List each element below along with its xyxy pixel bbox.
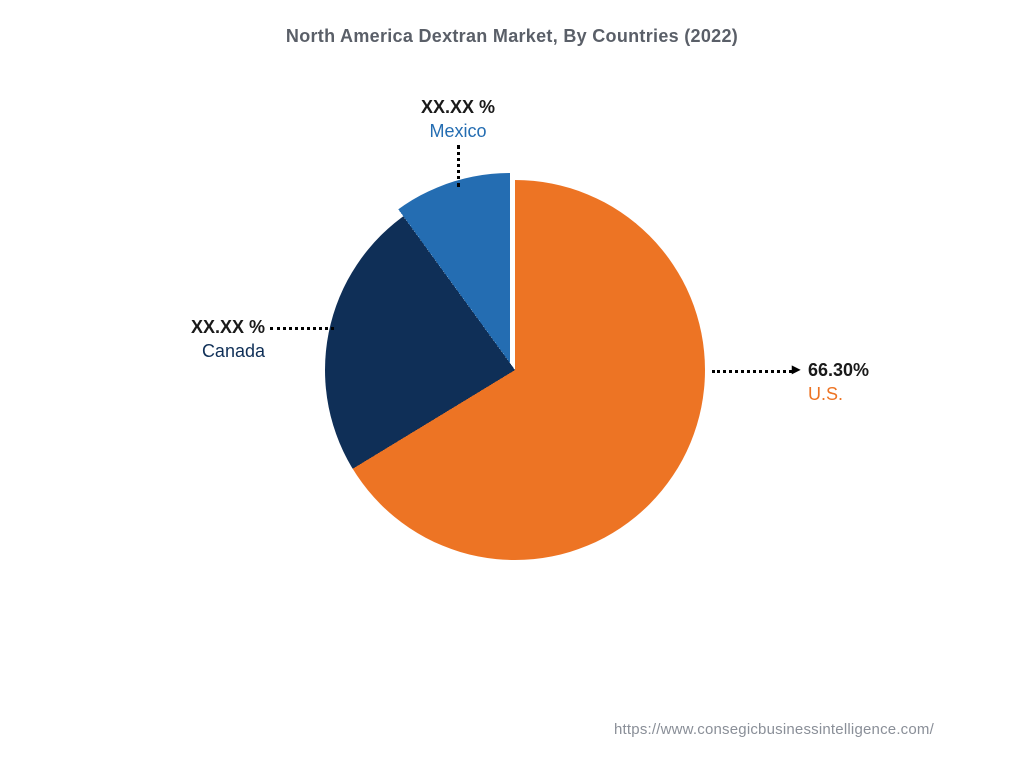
label-us: 66.30% U.S. bbox=[808, 358, 869, 407]
chart-title: North America Dextran Market, By Countri… bbox=[0, 26, 1024, 47]
pie-chart bbox=[325, 180, 705, 560]
leader-line-canada bbox=[270, 327, 334, 330]
label-us-pct: 66.30% bbox=[808, 358, 869, 382]
label-canada-name: Canada bbox=[170, 339, 265, 363]
source-text: https://www.consegicbusinessintelligence… bbox=[614, 721, 934, 738]
leader-line-us bbox=[712, 370, 792, 373]
label-canada-pct: XX.XX % bbox=[170, 315, 265, 339]
label-canada: XX.XX % Canada bbox=[170, 315, 265, 364]
leader-line-mexico bbox=[457, 145, 460, 187]
label-mexico-pct: XX.XX % bbox=[408, 95, 508, 119]
pie-slice-mexico bbox=[320, 173, 700, 553]
label-mexico: XX.XX % Mexico bbox=[408, 95, 508, 144]
leader-arrow-us: ▸ bbox=[792, 359, 800, 379]
label-us-name: U.S. bbox=[808, 382, 869, 406]
label-mexico-name: Mexico bbox=[408, 119, 508, 143]
pie-chart-container: North America Dextran Market, By Countri… bbox=[0, 0, 1024, 768]
